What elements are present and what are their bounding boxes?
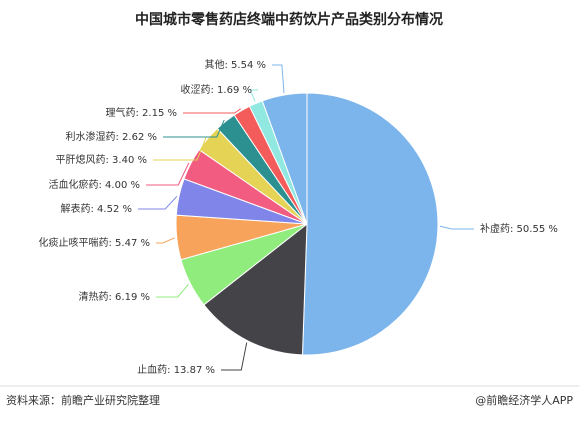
data-label: 理气药: 2.15 % [106,106,178,119]
leader-line [272,64,285,94]
leader-line [156,237,175,244]
pie-slice [261,92,308,225]
leader-line [249,89,258,102]
leader-line [163,119,225,138]
leader-line [221,342,248,371]
data-label: 止血药: 13.87 % [137,363,215,376]
pie-slice [203,222,308,356]
leader-line [146,162,190,186]
credit: @前瞻经济学人APP [475,393,573,407]
leader-line [156,283,189,298]
data-label: 化痰止咳平喘药: 5.47 % [39,236,151,249]
data-label: 清热药: 6.19 % [79,290,151,303]
data-label: 利水渗湿药: 2.62 % [66,130,158,143]
chart-title: 中国城市零售药店终端中药饮片产品类别分布情况 [135,11,443,28]
leader-line [153,137,207,161]
leader-line [183,108,241,114]
data-label: 其他: 5.54 % [205,58,267,71]
source: 资料来源：前瞻产业研究院整理 [6,393,160,407]
data-label: 补虚药: 50.55 % [480,222,558,235]
data-label: 解表药: 4.52 % [61,202,133,215]
data-label: 平肝熄风药: 3.40 % [56,153,148,166]
leader-line [138,195,178,210]
data-label: 活血化瘀药: 4.00 % [49,178,141,191]
pie-slice [301,92,439,356]
leader-line [439,225,474,230]
data-label: 收涩药: 1.69 % [181,83,253,96]
